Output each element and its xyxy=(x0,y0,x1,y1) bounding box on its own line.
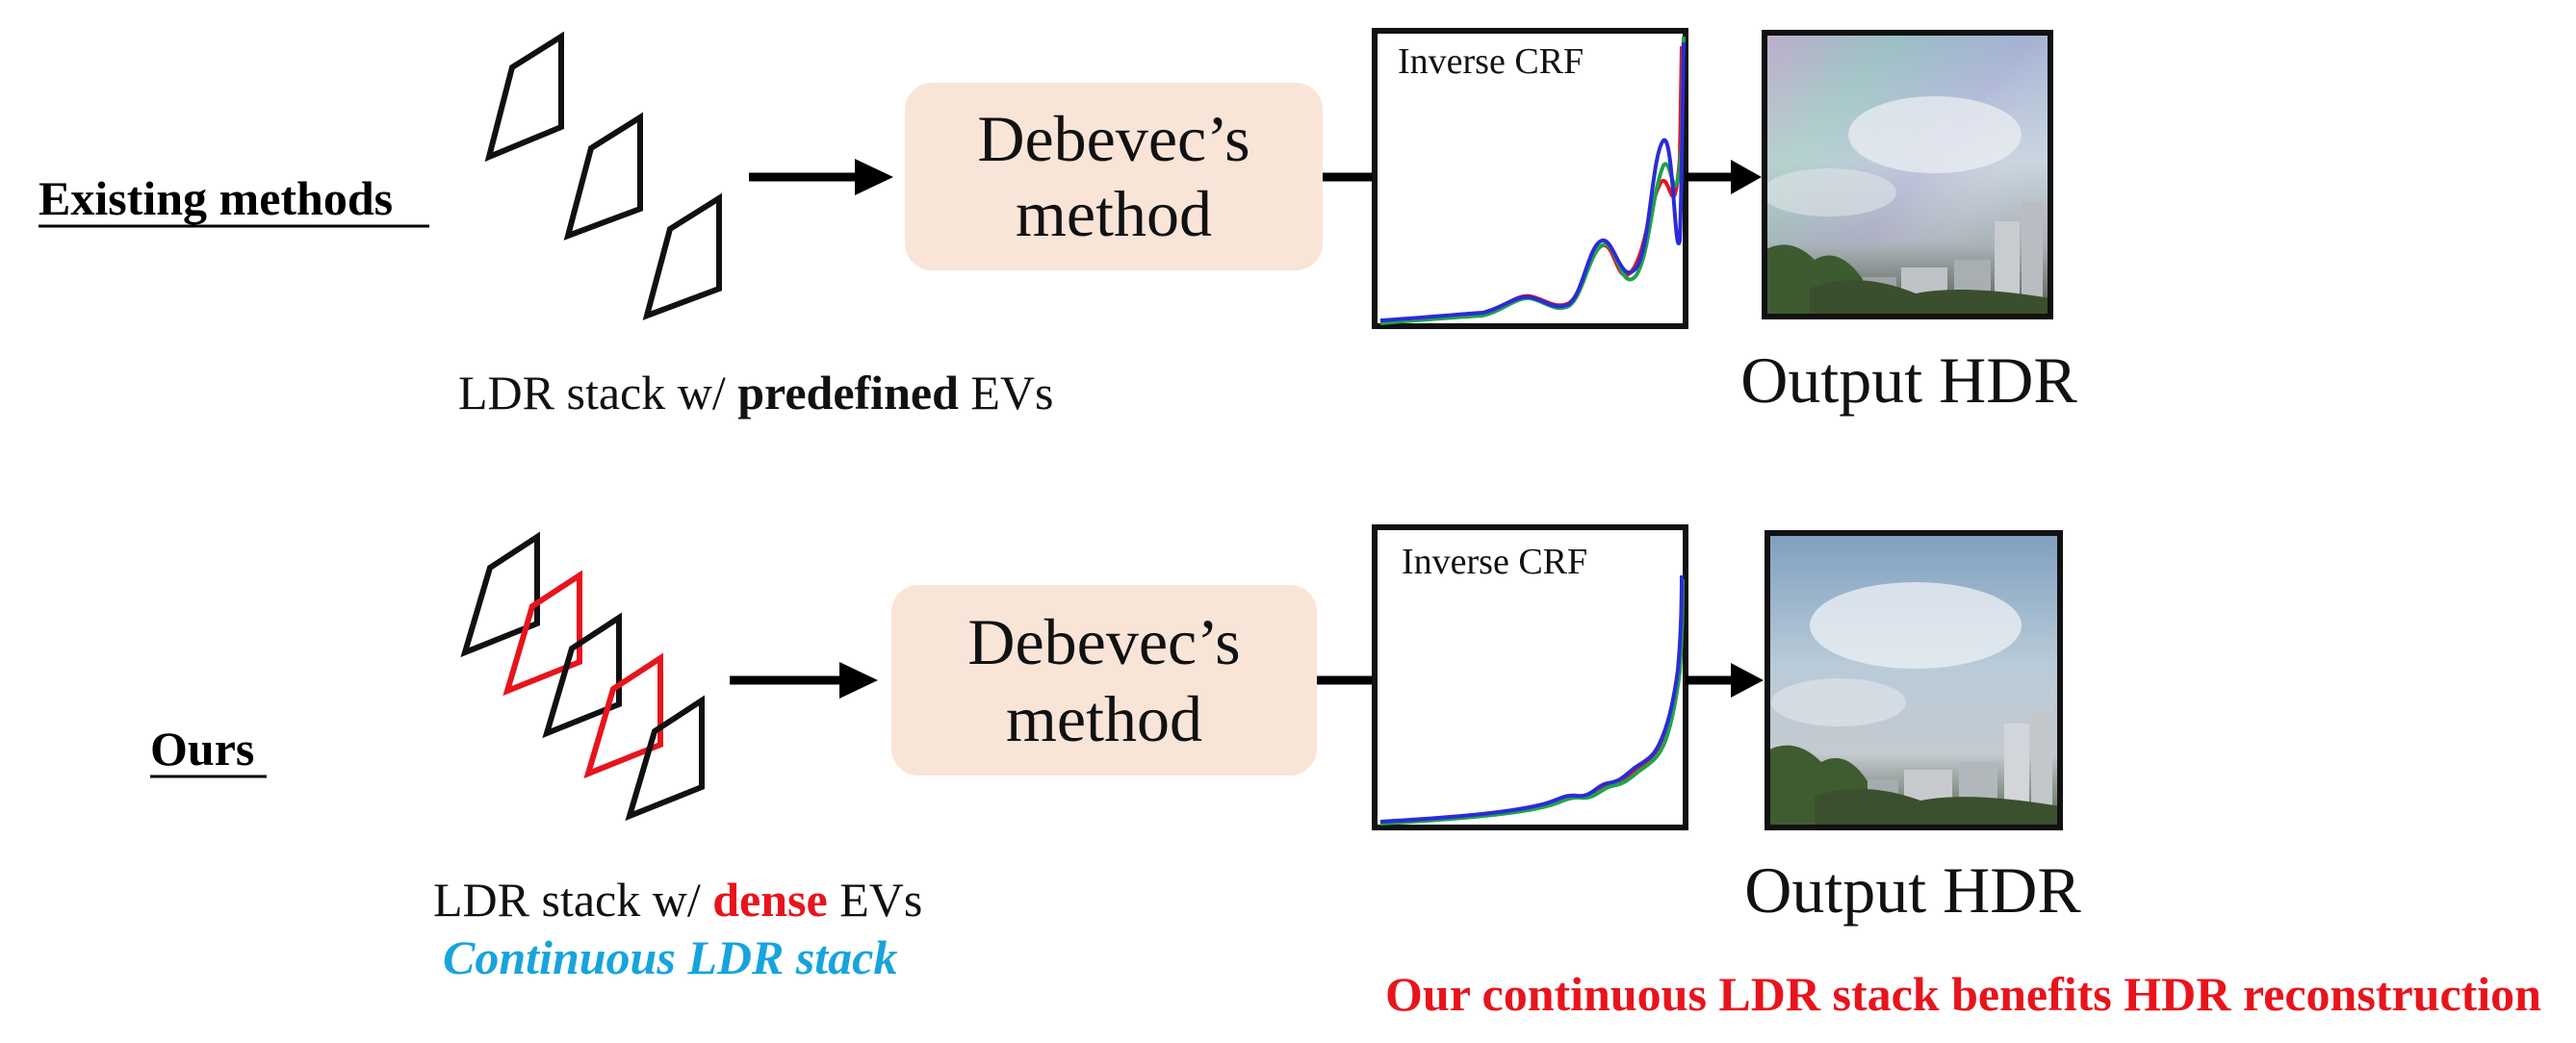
debevec-method-box: Debevec’s method xyxy=(891,585,1317,776)
caption-keyword-dense: dense xyxy=(712,873,827,927)
method-label-line1: Debevec’s xyxy=(977,102,1249,175)
ldr-frame xyxy=(484,31,564,163)
method-label-line1: Debevec’s xyxy=(967,605,1240,678)
arrow-crf-to-output xyxy=(1686,160,1762,194)
caption-suffix: EVs xyxy=(970,366,1053,420)
ldr-frame xyxy=(625,695,705,822)
stack-caption-dense: LDR stack w/ dense EVs xyxy=(433,873,922,927)
crf-title: Inverse CRF xyxy=(1402,542,1587,582)
crf-curve-green xyxy=(1379,578,1685,826)
ldr-frame-dense xyxy=(583,652,663,779)
crf-curve-green xyxy=(1379,36,1686,325)
inverse-crf-plot-ours: Inverse CRF xyxy=(1372,524,1688,830)
crf-title: Inverse CRF xyxy=(1398,41,1584,82)
caption-keyword-predefined: predefined xyxy=(737,366,959,420)
method-label-line2: method xyxy=(1006,682,1202,755)
arrow-stack-to-method xyxy=(749,159,893,195)
debevec-method-box: Debevec’s method xyxy=(905,83,1323,270)
caption-prefix: LDR stack w/ xyxy=(433,873,701,927)
crf-curve-blue xyxy=(1379,574,1684,824)
output-hdr-label: Output HDR xyxy=(1740,343,2077,417)
continuous-ldr-stack-label: Continuous LDR stack xyxy=(443,930,897,984)
row-label-existing: Existing methods xyxy=(39,171,393,225)
ldr-frame xyxy=(563,112,643,241)
footer-conclusion: Our continuous LDR stack benefits HDR re… xyxy=(1385,967,2541,1021)
ldr-stack-predefined xyxy=(484,31,722,320)
inverse-crf-plot-existing: Inverse CRF xyxy=(1372,28,1688,329)
method-label-line2: method xyxy=(1016,177,1212,250)
stack-caption-predefined: LDR stack w/ predefined EVs xyxy=(458,366,1053,420)
output-hdr-image-ours xyxy=(1765,530,2063,830)
caption-prefix: LDR stack w/ xyxy=(458,366,726,420)
caption-suffix: EVs xyxy=(839,873,922,927)
arrow-crf-to-output xyxy=(1686,663,1764,698)
output-hdr-label: Output HDR xyxy=(1744,853,2081,927)
crf-curve-blue xyxy=(1379,41,1686,322)
output-hdr-image-existing xyxy=(1762,30,2053,319)
arrow-stack-to-method xyxy=(730,662,878,699)
ldr-frame xyxy=(542,612,622,739)
ldr-frame xyxy=(460,531,540,658)
row-label-ours: Ours xyxy=(150,722,254,776)
ldr-stack-dense xyxy=(460,531,705,822)
ldr-frame-dense xyxy=(502,570,582,697)
ldr-frame xyxy=(642,192,722,320)
